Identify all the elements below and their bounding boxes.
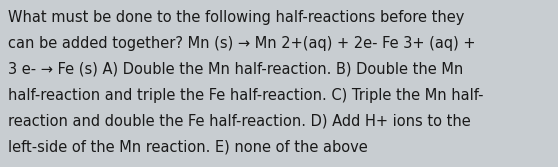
Text: 3 e- → Fe (s) A) Double the Mn half-reaction. B) Double the Mn: 3 e- → Fe (s) A) Double the Mn half-reac… bbox=[8, 62, 464, 77]
Text: left-side of the Mn reaction. E) none of the above: left-side of the Mn reaction. E) none of… bbox=[8, 139, 368, 154]
Text: reaction and double the Fe half-reaction. D) Add H+ ions to the: reaction and double the Fe half-reaction… bbox=[8, 114, 471, 129]
Text: What must be done to the following half-reactions before they: What must be done to the following half-… bbox=[8, 10, 465, 25]
Text: half-reaction and triple the Fe half-reaction. C) Triple the Mn half-: half-reaction and triple the Fe half-rea… bbox=[8, 88, 484, 103]
Text: can be added together? Mn (s) → Mn 2+(aq) + 2e- Fe 3+ (aq) +: can be added together? Mn (s) → Mn 2+(aq… bbox=[8, 36, 476, 51]
